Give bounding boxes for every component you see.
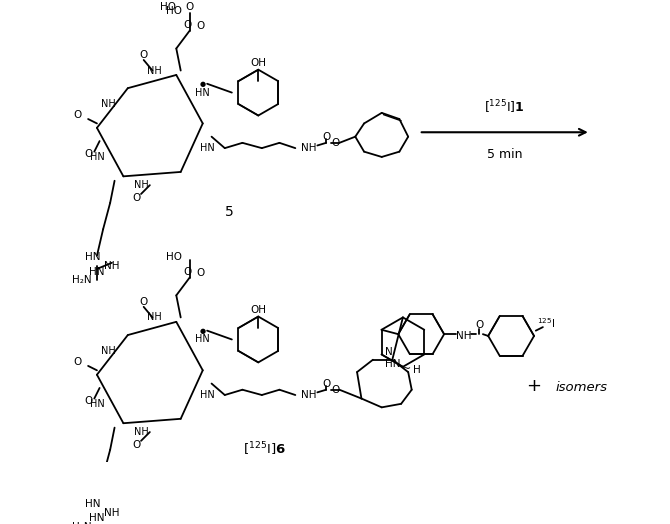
Text: HN: HN	[196, 88, 210, 97]
Text: O: O	[84, 396, 92, 406]
Text: +: +	[526, 377, 541, 395]
Text: HN: HN	[90, 399, 105, 409]
Text: H: H	[413, 365, 421, 375]
Text: O: O	[322, 378, 330, 389]
Text: HN: HN	[89, 514, 105, 523]
Text: NH: NH	[147, 66, 161, 75]
Text: O: O	[331, 385, 339, 395]
Text: NH: NH	[133, 427, 148, 437]
Text: OH: OH	[251, 59, 266, 69]
Text: ~: ~	[402, 364, 411, 375]
Text: O: O	[196, 268, 204, 278]
Text: NH: NH	[104, 508, 120, 518]
Text: [$^{125}$I]$\mathbf{6}$: [$^{125}$I]$\mathbf{6}$	[243, 441, 286, 458]
Text: ●: ●	[200, 81, 206, 87]
Text: O: O	[74, 110, 82, 119]
Text: NH: NH	[104, 261, 120, 271]
Text: O: O	[475, 320, 484, 330]
Text: O: O	[84, 149, 92, 159]
Text: H₂N: H₂N	[72, 522, 92, 524]
Text: OH: OH	[251, 305, 266, 315]
Text: HN: HN	[85, 499, 100, 509]
Text: [$^{125}$I]$\mathbf{1}$: [$^{125}$I]$\mathbf{1}$	[484, 99, 525, 116]
Text: NH: NH	[101, 99, 116, 109]
Text: HN: HN	[200, 390, 214, 400]
Text: H₂N: H₂N	[72, 276, 92, 286]
Text: O: O	[196, 21, 204, 31]
Text: NH: NH	[456, 331, 471, 341]
Text: NH: NH	[101, 346, 116, 356]
Text: HN: HN	[196, 334, 210, 344]
Text: O: O	[139, 297, 148, 307]
Text: O: O	[186, 2, 194, 12]
Text: HN: HN	[85, 253, 100, 263]
Text: O: O	[331, 138, 339, 148]
Text: HN: HN	[200, 143, 214, 153]
Text: N: N	[385, 347, 393, 357]
Text: NH: NH	[133, 180, 148, 190]
Text: isomers: isomers	[556, 381, 608, 395]
Text: O: O	[184, 20, 192, 30]
Text: NH: NH	[301, 390, 316, 400]
Text: HN: HN	[89, 267, 105, 277]
Text: O: O	[139, 50, 148, 60]
Text: ●: ●	[200, 328, 206, 334]
Text: NH: NH	[301, 143, 316, 153]
Text: NH: NH	[147, 312, 161, 322]
Text: HO: HO	[165, 6, 182, 16]
Text: $^{125}$I: $^{125}$I	[537, 316, 555, 331]
Text: O: O	[322, 132, 330, 141]
Text: HN: HN	[90, 152, 105, 162]
Text: O: O	[184, 267, 192, 277]
Text: HO: HO	[160, 2, 176, 12]
Text: O: O	[133, 193, 141, 203]
Text: 5 min: 5 min	[487, 148, 523, 161]
Text: HO: HO	[165, 253, 182, 263]
Text: 5: 5	[225, 204, 234, 219]
Text: HN: HN	[385, 359, 400, 369]
Text: O: O	[74, 356, 82, 366]
Text: O: O	[133, 440, 141, 450]
